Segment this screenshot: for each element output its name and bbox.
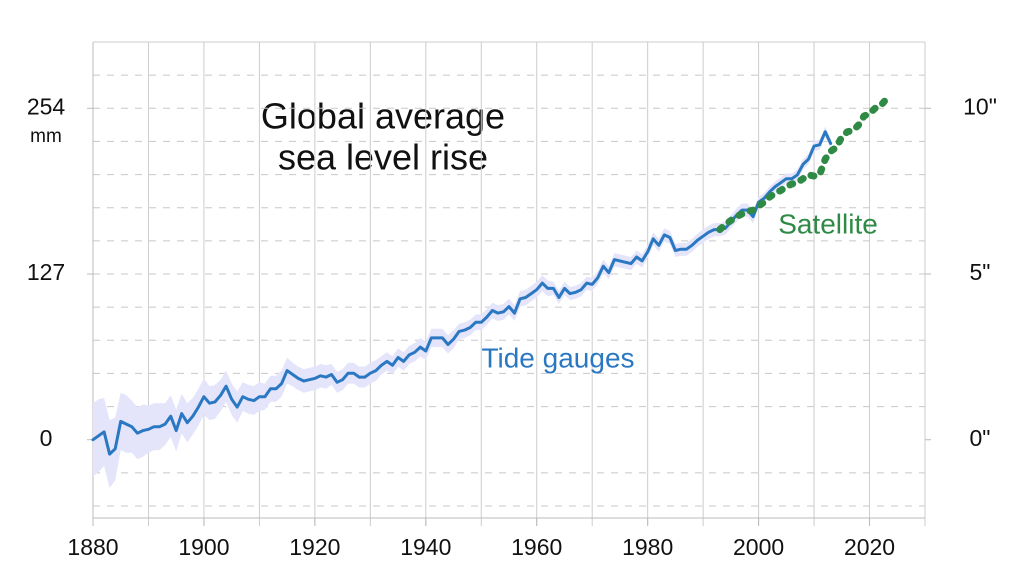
y-tick-label: 0	[40, 425, 53, 451]
x-tick-label: 2000	[733, 534, 784, 560]
y-tick-label: 254	[27, 93, 66, 119]
y-unit: mm	[30, 126, 62, 147]
x-tick-label: 1940	[400, 534, 451, 560]
y-tick-label: 127	[27, 259, 65, 285]
x-tick-label: 1900	[178, 534, 229, 560]
uncertainty-band	[93, 126, 831, 488]
x-tick-label: 2020	[844, 534, 895, 560]
x-tick-label: 1960	[511, 534, 562, 560]
series-line	[91, 130, 833, 456]
series-label: Tide gauges	[481, 342, 634, 373]
y2-tick-label: 5"	[970, 259, 991, 285]
y2-tick-label: 10"	[963, 93, 997, 119]
x-tick-label: 1980	[622, 534, 673, 560]
y2-tick-label: 0"	[970, 425, 991, 451]
x-tick-label: 1920	[289, 534, 340, 560]
chart-title: Global average	[261, 96, 505, 137]
x-tick-label: 1880	[67, 534, 118, 560]
chart-title: sea level rise	[278, 137, 488, 178]
series-line	[716, 95, 890, 234]
series-label: Satellite	[778, 208, 878, 239]
